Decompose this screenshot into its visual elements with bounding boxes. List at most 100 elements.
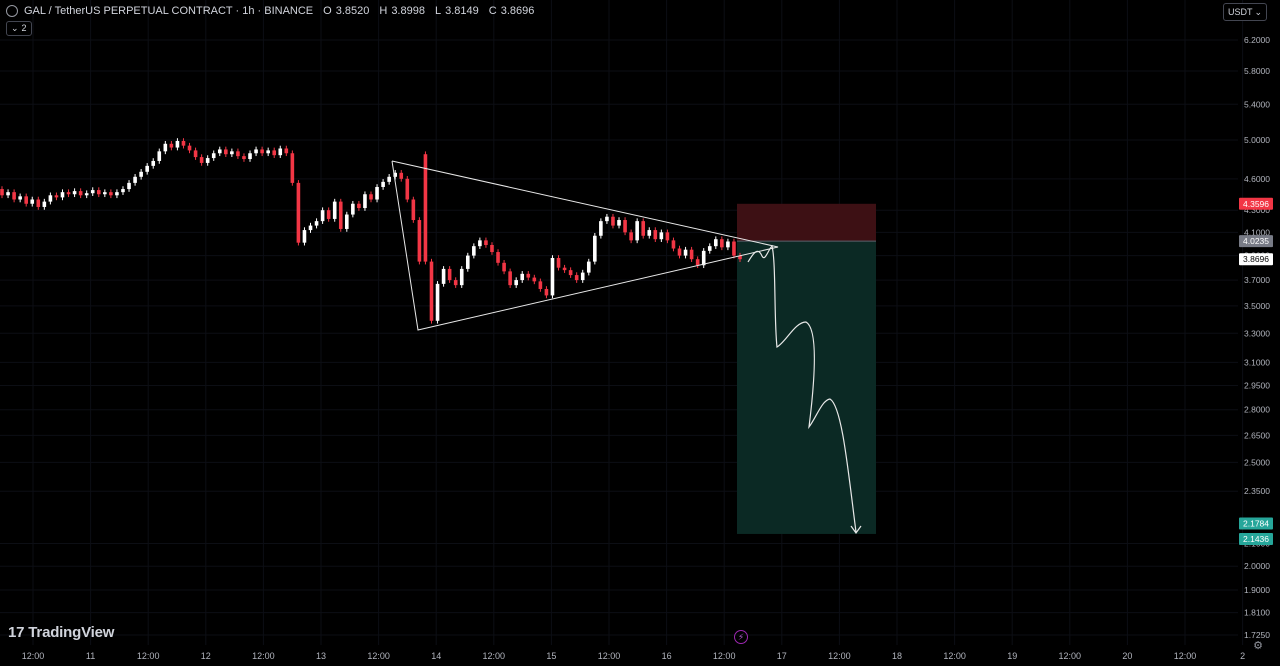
candle-body <box>230 151 234 155</box>
candle-body <box>30 199 35 204</box>
price-tick-label: 1.9000 <box>1244 585 1270 595</box>
candle-body <box>683 249 688 256</box>
candle-body <box>157 151 162 161</box>
candle-body <box>689 249 694 260</box>
candle-body <box>72 191 77 195</box>
candle-body <box>151 160 156 166</box>
candle-body <box>447 268 452 281</box>
candle-body <box>568 270 573 276</box>
candle-body <box>272 150 277 156</box>
candle-body <box>429 261 434 321</box>
candle-body <box>60 192 65 198</box>
gear-icon[interactable]: ⚙ <box>1253 640 1263 652</box>
candle-body <box>54 195 59 198</box>
candle-body <box>653 230 658 240</box>
candle-body <box>629 232 633 241</box>
projection-arrowhead <box>850 525 862 535</box>
candle-body <box>599 221 603 236</box>
price-tick-label: 1.8100 <box>1244 608 1270 618</box>
candle-body <box>103 192 107 195</box>
price-labels: 4.3596 4.0235 3.8696 2.1784 2.1436 <box>1239 197 1273 545</box>
price-tick-label: 3.3000 <box>1244 328 1270 338</box>
time-tick-label: 12:00 <box>828 651 851 661</box>
triangle-pattern[interactable] <box>391 160 779 331</box>
candle-body <box>332 201 337 219</box>
high-value: 3.8998 <box>391 5 425 17</box>
candle-body <box>284 148 289 154</box>
candle-body <box>665 232 670 241</box>
candle-body <box>720 239 724 248</box>
candle-body <box>417 220 422 262</box>
candle-body <box>193 150 198 158</box>
symbol-title[interactable]: GAL / TetherUS PERPETUAL CONTRACT · 1h ·… <box>24 5 314 17</box>
price-tick-label: 2.9500 <box>1244 380 1270 390</box>
time-axis[interactable]: 12:00 11 12:00 12 12:00 13 12:00 14 12:00 15 12:00… <box>22 651 1245 661</box>
candle-body <box>641 221 646 236</box>
projection-path[interactable] <box>747 244 857 533</box>
currency-button[interactable]: USDT ⌄ <box>1222 3 1267 21</box>
candle-body <box>314 221 319 226</box>
brand-name: TradingView <box>28 624 115 641</box>
candle-body <box>472 246 476 256</box>
candle-body <box>405 178 410 200</box>
tradingview-logo[interactable]: 17 TradingView <box>8 624 114 641</box>
price-tick-label: 3.1000 <box>1244 357 1270 367</box>
price-tick-label: 4.1000 <box>1244 227 1270 237</box>
time-tick-label: 14 <box>431 651 441 661</box>
candle-body <box>393 172 397 177</box>
candle-body <box>260 149 264 154</box>
take-profit-zone[interactable] <box>737 241 876 534</box>
time-tick-label: 12:00 <box>137 651 160 661</box>
lightning-icon[interactable]: ⚡ <box>734 630 748 644</box>
candle-body <box>381 181 385 187</box>
candle-body <box>526 273 531 278</box>
candle-body <box>0 189 4 196</box>
price-axis[interactable]: 6.2000 5.8000 5.4000 5.0000 4.6000 4.3000 4.10… <box>1244 35 1270 640</box>
time-tick-label: 12:00 <box>1174 651 1197 661</box>
candle-body <box>290 153 295 183</box>
tradingview-mark-icon: 17 <box>8 624 25 641</box>
price-label-bg-target <box>1239 532 1273 545</box>
candle-body <box>580 272 585 281</box>
candle-body <box>18 196 22 200</box>
candle-body <box>659 232 664 240</box>
candle-body <box>605 216 609 222</box>
candle-body <box>296 182 301 243</box>
time-tick-label: 12:00 <box>252 651 275 661</box>
candle-body <box>441 268 446 284</box>
candle-body <box>278 148 283 156</box>
indicators-toggle-button[interactable]: ⌄ 2 <box>6 21 32 36</box>
open-label: O <box>323 5 332 17</box>
candle-body <box>24 196 28 204</box>
position-tool[interactable] <box>737 203 876 534</box>
candle-body <box>387 176 391 182</box>
drawings[interactable] <box>391 160 862 535</box>
stop-loss-zone[interactable] <box>737 203 876 242</box>
price-tick-label: 3.5000 <box>1244 301 1270 311</box>
close-value: 3.8696 <box>500 5 535 17</box>
candle-body <box>562 267 567 271</box>
time-tick-label: 16 <box>662 651 672 661</box>
candle-body <box>78 191 83 196</box>
candle-body <box>96 190 101 195</box>
candle-body <box>175 140 180 148</box>
candle-body <box>115 192 119 196</box>
candle-body <box>163 143 168 152</box>
candle-body <box>338 201 343 229</box>
candle-body <box>411 199 416 221</box>
price-tick-label: 4.6000 <box>1244 174 1270 184</box>
time-tick-label: 12 <box>201 651 211 661</box>
candle-body <box>351 203 355 215</box>
candle-body <box>701 250 706 266</box>
time-tick-label: 15 <box>546 651 556 661</box>
candle-body <box>211 153 216 159</box>
candle-body <box>169 143 174 148</box>
price-label-entry: 4.0235 <box>1243 236 1269 246</box>
candle-body <box>345 214 349 229</box>
price-tick-label: 2.6500 <box>1244 430 1270 440</box>
candle-body <box>357 203 361 209</box>
candle-body <box>465 255 470 269</box>
candle-body <box>726 241 730 248</box>
